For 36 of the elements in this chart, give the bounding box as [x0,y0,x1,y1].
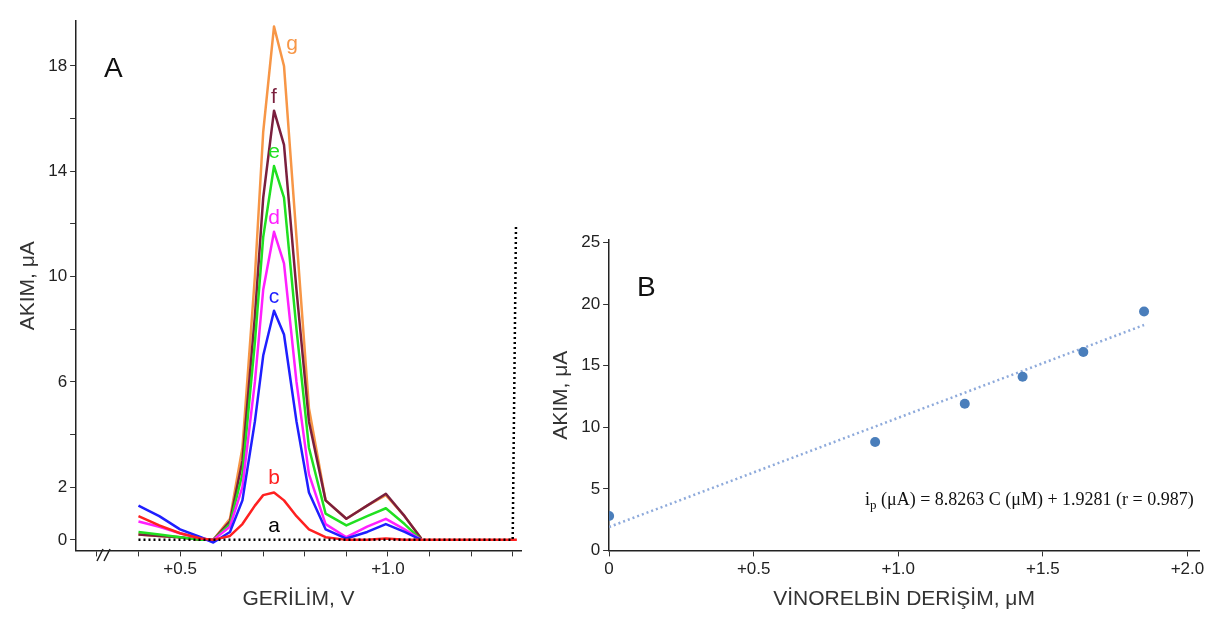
x-tick-label: +0.5 [736,559,771,579]
y-tick-label: 5 [590,478,601,498]
series-label: a [268,512,281,536]
x-tick-label: +2.0 [1170,559,1205,579]
series-label: f [271,83,278,107]
series-label: c [268,283,280,307]
series-label: b [268,465,280,489]
x-tick-label: +1.0 [371,559,405,579]
x-tick-label: 0 [604,559,614,579]
y-tick-label: 2 [57,476,68,496]
point [870,437,881,448]
series-label: g [286,31,298,55]
y-tick-label: 6 [57,371,68,391]
x-axis-title: GERİLİM, V [242,586,355,610]
y-tick-label: 14 [48,160,68,180]
y-tick-label: 0 [57,529,68,549]
point [959,398,970,409]
x-tick-label: +0.5 [163,559,197,579]
y-tick-label: 25 [581,232,601,252]
y-tick-label: 20 [581,293,601,313]
x-tick-label: +1.5 [1026,559,1060,579]
y-tick-label: 10 [48,266,68,286]
y-axis-title: AKIM, μA [548,350,572,440]
y-tick-label: 15 [581,355,601,375]
series-label: d [268,204,280,228]
annotation: B [637,270,656,302]
x-tick-label: +1.0 [881,559,916,579]
annotation: A [104,51,124,83]
y-tick-label: 0 [590,540,601,560]
y-axis-title: AKIM, μA [15,241,39,331]
x-axis-title: VİNORELBİN DERİŞİM, μM [773,586,1035,610]
point [1017,371,1028,382]
y-tick-label: 10 [581,416,601,436]
y-tick-label: 18 [48,55,68,75]
point [1139,306,1150,317]
point [1078,347,1089,358]
